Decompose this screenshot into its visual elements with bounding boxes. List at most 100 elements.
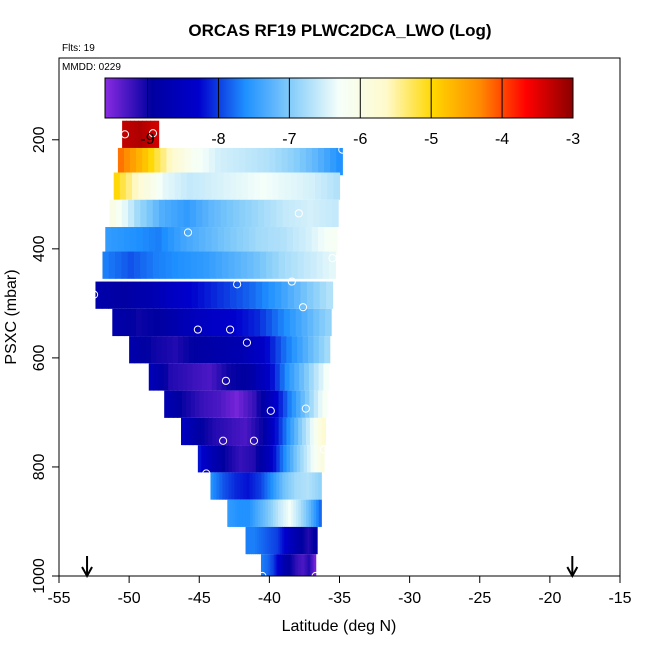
- data-cell: [260, 526, 264, 555]
- data-cell: [266, 526, 270, 555]
- data-cell: [223, 172, 231, 200]
- data-cell: [305, 147, 313, 176]
- data-cell: [269, 147, 277, 176]
- data-marker: [226, 325, 235, 334]
- data-cell: [274, 390, 280, 418]
- data-cell: [318, 390, 324, 418]
- data-cell: [199, 227, 206, 255]
- data-cell: [323, 363, 329, 391]
- data-cell: [135, 308, 143, 337]
- data-cell: [277, 554, 280, 576]
- data-cell: [255, 499, 259, 527]
- data-cell: [331, 199, 339, 228]
- data-cell: [199, 172, 206, 200]
- data-cell: [230, 390, 236, 418]
- data-cell: [129, 336, 136, 364]
- data-cell: [130, 147, 137, 176]
- data-cell: [318, 363, 325, 391]
- data-cell: [108, 281, 116, 309]
- data-cell: [299, 554, 302, 576]
- data-cell: [259, 336, 266, 364]
- data-cell: [125, 172, 133, 200]
- data-cell: [247, 172, 255, 200]
- data-cell: [136, 147, 143, 176]
- data-cell: [319, 308, 326, 337]
- data-cell: [297, 472, 301, 500]
- data-cell: [282, 390, 288, 418]
- data-cell: [294, 417, 299, 446]
- data-cell: [289, 363, 295, 391]
- data-cell: [203, 251, 211, 279]
- data-cell: [203, 390, 209, 418]
- data-cell: [254, 308, 261, 337]
- data-cell: [177, 363, 184, 391]
- data-marker: [266, 406, 275, 415]
- data-cell: [306, 499, 310, 527]
- data-row: [164, 390, 328, 418]
- x-tick-label: -45: [188, 590, 211, 607]
- data-cell: [306, 472, 310, 500]
- data-cell: [206, 308, 214, 337]
- data-cell: [171, 251, 179, 279]
- data-cell: [205, 227, 213, 255]
- data-cell: [141, 308, 149, 337]
- data-marker: [218, 436, 228, 445]
- data-cell: [187, 363, 194, 391]
- data-cell: [260, 390, 266, 418]
- data-cell: [234, 472, 239, 500]
- data-cell: [291, 526, 295, 555]
- y-axis-label: PSXC (mbar): [3, 269, 20, 364]
- data-cell: [168, 363, 174, 391]
- data-cell: [313, 363, 320, 391]
- data-cell: [167, 336, 174, 364]
- colorbar-tick-label: -9: [140, 131, 154, 148]
- data-cell: [158, 199, 166, 228]
- data-cell: [218, 308, 226, 337]
- data-cell: [245, 363, 252, 391]
- colorbar-ticks: -9 -8 -7 -6 -5 -4 -3: [140, 78, 580, 148]
- data-cell: [282, 472, 286, 500]
- data-cell: [142, 227, 150, 255]
- data-cell: [278, 172, 286, 200]
- data-cell: [264, 336, 271, 364]
- data-cell: [301, 199, 308, 228]
- data-cell: [283, 308, 291, 337]
- data-cell: [305, 526, 308, 555]
- data-cell: [289, 308, 297, 337]
- data-cell: [290, 417, 295, 446]
- data-cell: [267, 499, 272, 527]
- data-cell: [240, 472, 245, 500]
- data-cell: [153, 363, 160, 391]
- data-cell: [222, 472, 227, 500]
- data-cell: [265, 363, 271, 391]
- data-cell: [313, 499, 317, 527]
- data-cell: [226, 199, 234, 228]
- data-cell: [281, 281, 289, 309]
- data-cell: [132, 172, 139, 200]
- data-cell: [259, 417, 264, 446]
- data-cell: [295, 526, 299, 555]
- data-cell: [279, 445, 284, 473]
- data-cell: [214, 445, 219, 473]
- data-cell: [254, 172, 261, 200]
- data-cell: [318, 147, 325, 176]
- data-cell: [259, 445, 264, 473]
- data-cell: [281, 554, 284, 576]
- data-cell: [263, 554, 266, 576]
- data-cell: [267, 472, 271, 500]
- data-cell: [296, 554, 299, 576]
- data-cell: [231, 472, 236, 500]
- data-cell: [302, 336, 309, 364]
- data-cell: [329, 251, 336, 279]
- colorbar-tick-label: -5: [424, 131, 438, 148]
- data-cell: [273, 499, 277, 527]
- data-cell: [318, 499, 322, 527]
- data-cell: [236, 363, 242, 391]
- data-cell: [268, 554, 271, 576]
- data-cell: [172, 390, 178, 418]
- date-label: MMDD: 0229: [62, 62, 121, 73]
- data-cell: [255, 445, 260, 473]
- data-cell: [311, 526, 314, 555]
- x-tick-label: -40: [258, 590, 281, 607]
- data-cell: [281, 147, 289, 176]
